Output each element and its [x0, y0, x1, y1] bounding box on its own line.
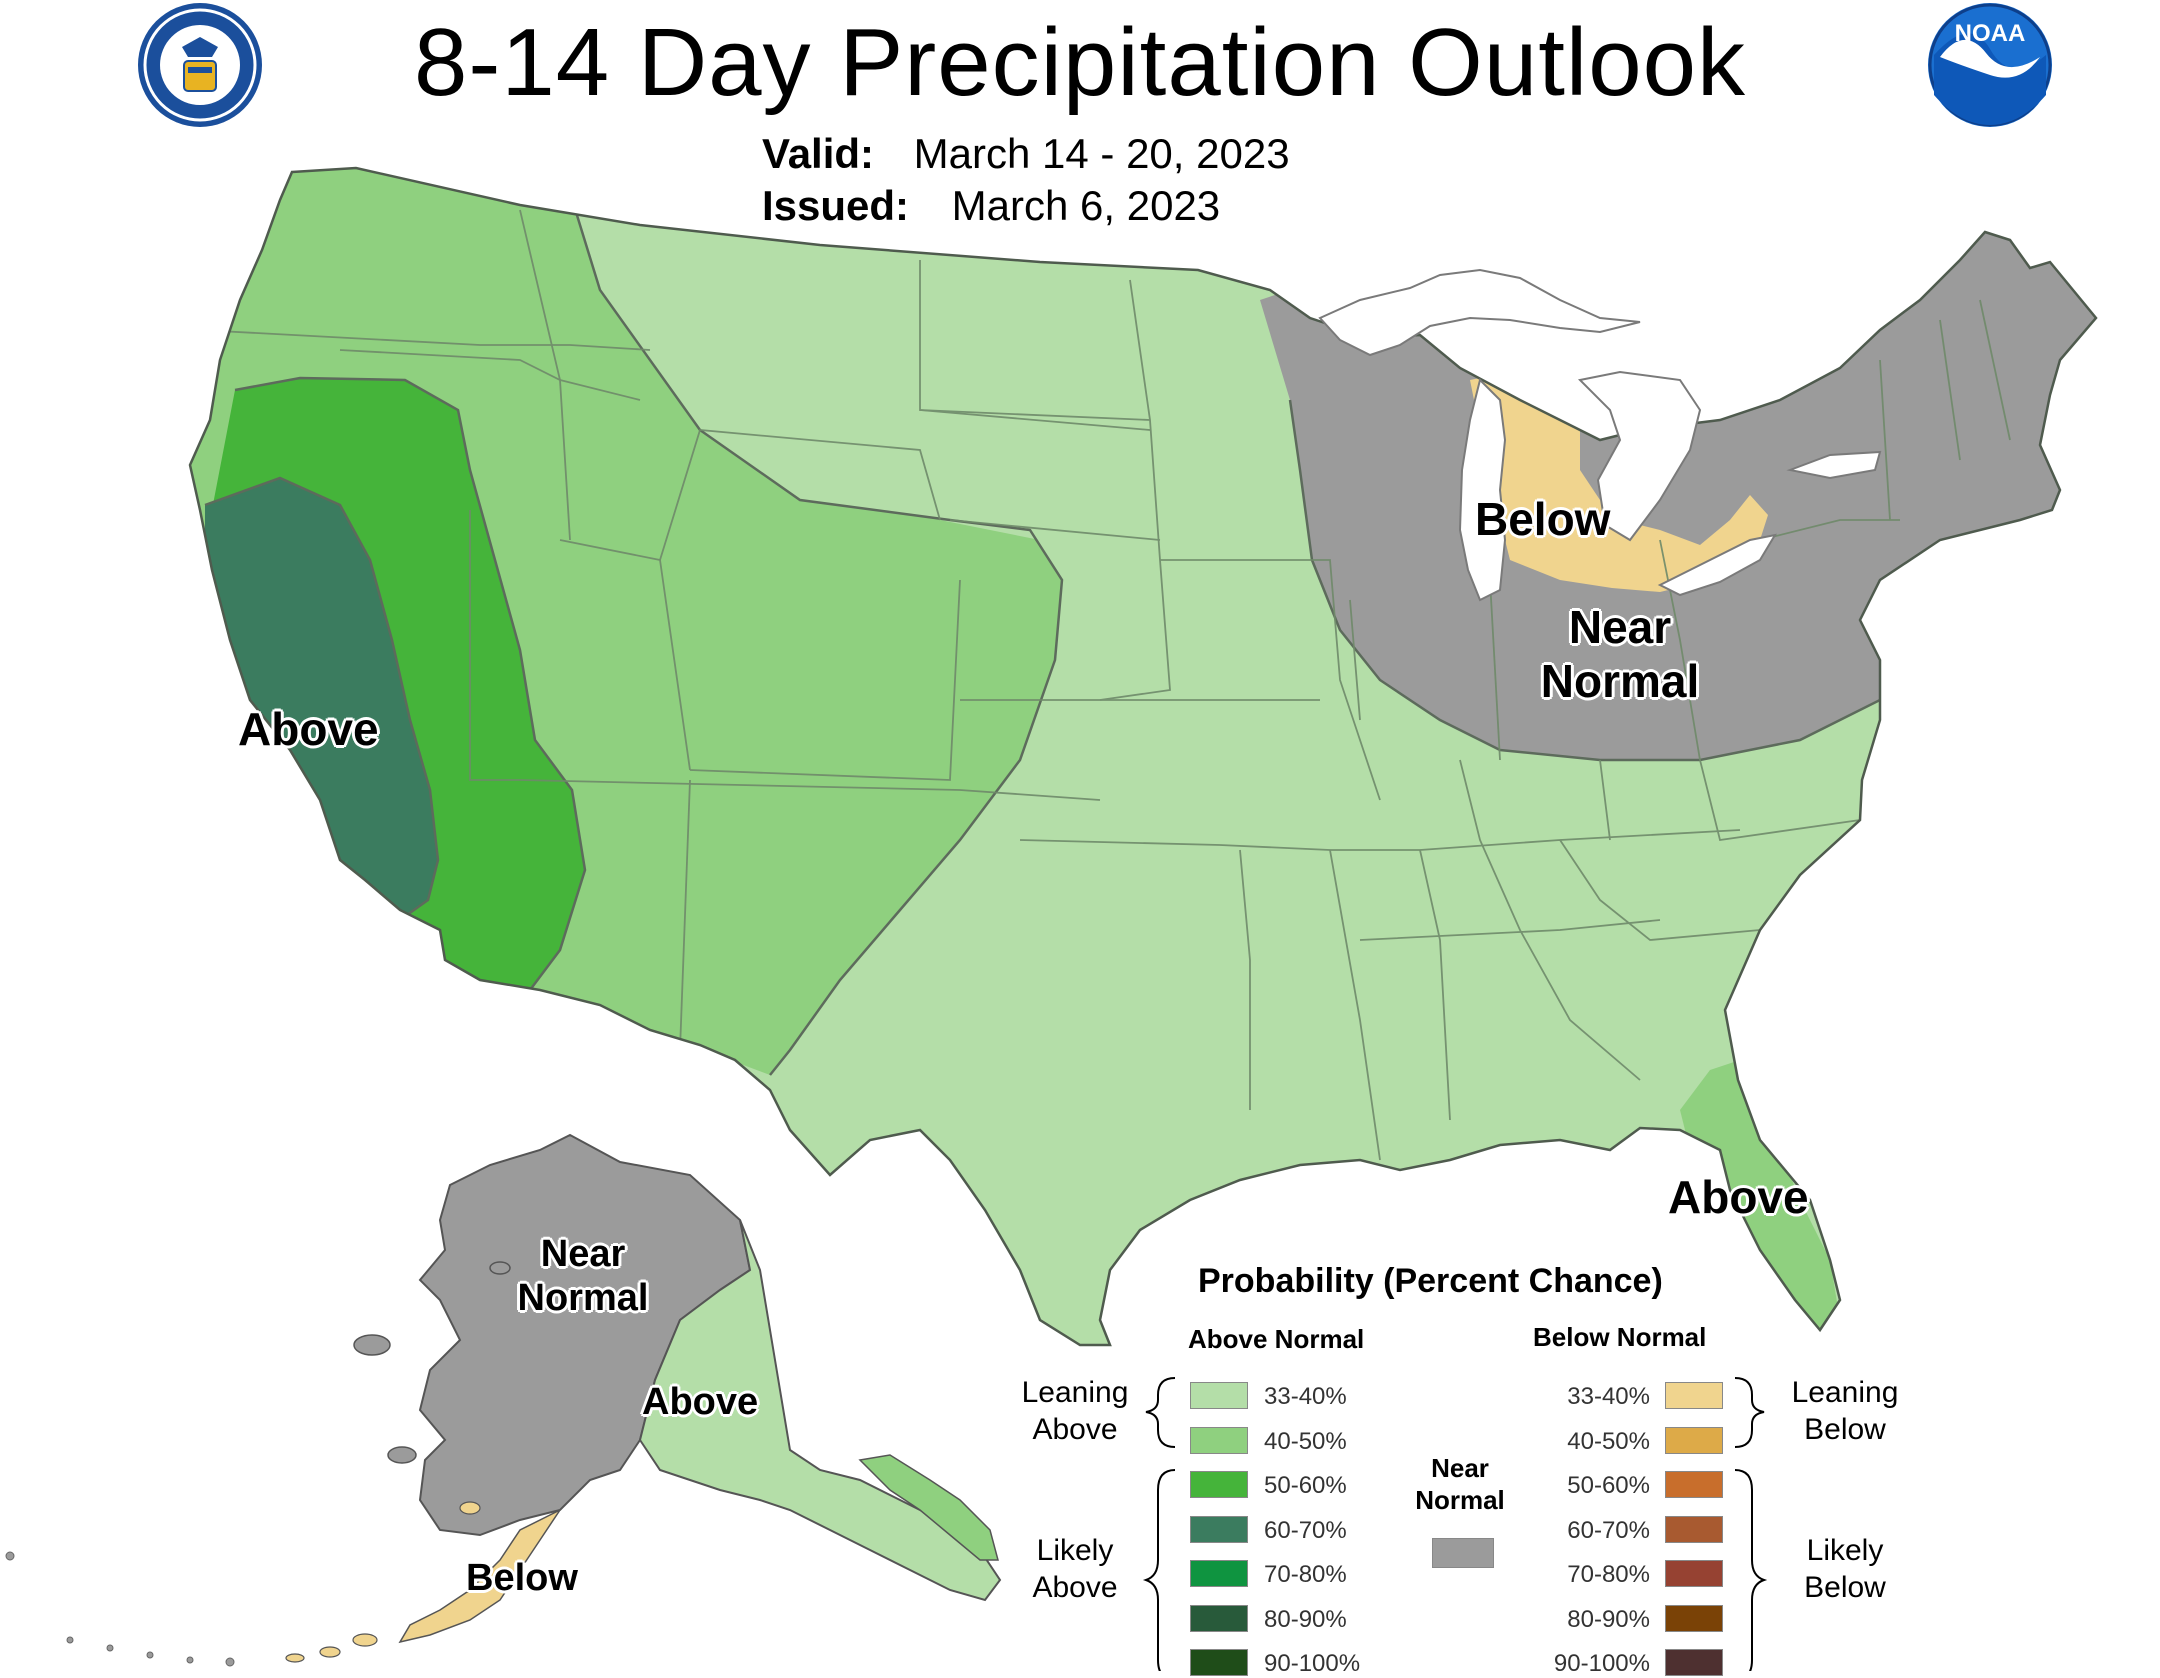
map-label-alaska-near-normal: Near Normal — [508, 1232, 658, 1320]
below-legend-range: 40-50% — [1567, 1427, 1650, 1455]
below-legend-swatch — [1665, 1471, 1723, 1498]
legend-likely-below-line1: Likely — [1806, 1534, 1884, 1567]
above-legend-range: 40-50% — [1264, 1427, 1347, 1455]
alaska-map — [5, 1133, 1002, 1667]
valid-label: Valid: — [762, 130, 875, 177]
legend-likely-below-line2: Below — [1804, 1571, 1886, 1604]
above-legend-range: 80-90% — [1264, 1605, 1347, 1633]
above-legend-range: 50-60% — [1264, 1472, 1347, 1499]
legend-leaning-below: Leaning Below — [1770, 1374, 1920, 1448]
department-of-commerce-seal-icon — [138, 3, 262, 127]
map-label-northeast-normal: Normal — [1540, 655, 1700, 707]
below-33-40-michigan-region — [1470, 372, 1768, 592]
legend-likely-above-line2: Above — [1032, 1571, 1118, 1604]
lake-ontario — [1786, 450, 1882, 480]
map-label-florida-above: Above — [1668, 1171, 1809, 1223]
legend-near-normal-line2: Normal — [1415, 1485, 1505, 1515]
above-legend-swatch — [1190, 1471, 1248, 1498]
above-legend-range: 60-70% — [1264, 1516, 1347, 1544]
below-legend-range: 90-100% — [1553, 1650, 1650, 1677]
above-legend-swatch — [1190, 1604, 1248, 1632]
date-block: Valid: March 14 - 20, 2023 Issued: March… — [762, 128, 1290, 232]
legend-near-normal-swatch — [1432, 1538, 1494, 1568]
legend-leaning-above: Leaning Above — [1000, 1374, 1150, 1448]
above-legend-range: 90-100% — [1264, 1650, 1361, 1677]
map-label-northeast-near: Near — [1568, 601, 1672, 653]
lake-erie — [1657, 533, 1778, 597]
above-legend-swatch — [1190, 1649, 1248, 1676]
below-legend-swatch — [1665, 1649, 1723, 1676]
legend-title: Probability (Percent Chance) — [1198, 1262, 1663, 1300]
below-legend-range: 80-90% — [1567, 1605, 1650, 1633]
state-borders — [199, 209, 2011, 1161]
legend-above-header: Above Normal — [1188, 1324, 1365, 1354]
issued-value: March 6, 2023 — [951, 182, 1221, 229]
below-legend-range: 33-40% — [1567, 1383, 1650, 1410]
below-legend-range: 50-60% — [1567, 1472, 1650, 1499]
legend-leaning-above-line2: Above — [1032, 1413, 1118, 1446]
legend-leaning-below-line1: Leaning — [1791, 1376, 1899, 1409]
legend-likely-below: Likely Below — [1770, 1532, 1920, 1606]
noaa-logo-text: NOAA — [1955, 20, 2026, 47]
below-legend-swatch — [1665, 1515, 1723, 1543]
valid-row: Valid: March 14 - 20, 2023 — [762, 128, 1290, 180]
map-label-west-above: Above — [238, 703, 379, 755]
legend-leaning-below-line2: Below — [1804, 1413, 1886, 1446]
map-label-northeast-near-normal: Near Normal — [1520, 600, 1720, 708]
alaska-above-region — [638, 1219, 1002, 1602]
above-40-50-florida-region — [1680, 1060, 1840, 1340]
legend-brackets — [1142, 1377, 1768, 1671]
valid-value: March 14 - 20, 2023 — [913, 130, 1290, 177]
map-label-alaska-near: Near — [540, 1233, 626, 1275]
great-lakes — [1318, 268, 1882, 602]
above-legend-swatch — [1190, 1560, 1248, 1587]
conus-map — [188, 166, 2098, 1347]
below-legend-range: 70-80% — [1567, 1561, 1650, 1588]
page-title: 8-14 Day Precipitation Outlook — [414, 9, 1746, 116]
legend-likely-above: Likely Above — [1000, 1532, 1150, 1606]
noaa-logo-icon: NOAA — [1928, 3, 2052, 127]
map-label-michigan-below: Below — [1475, 493, 1611, 545]
above-legend-range: 33-40% — [1264, 1383, 1347, 1410]
map-label-alaska-above: Above — [642, 1381, 759, 1423]
legend-near-normal-line1: Near — [1431, 1453, 1489, 1483]
above-legend-swatch — [1190, 1382, 1248, 1409]
legend-leaning-above-line1: Leaning — [1021, 1376, 1129, 1409]
below-legend-swatch — [1665, 1604, 1723, 1632]
alaska-below-region — [398, 1508, 563, 1644]
legend-near-normal: Near Normal — [1400, 1452, 1520, 1516]
issued-label: Issued: — [762, 182, 910, 229]
above-legend-swatch — [1190, 1515, 1248, 1543]
above-legend-swatch — [1190, 1426, 1248, 1454]
below-legend-swatch — [1665, 1426, 1723, 1454]
alaska-above-coast-region — [858, 1454, 999, 1561]
below-legend-swatch — [1665, 1382, 1723, 1409]
below-legend-range: 60-70% — [1567, 1516, 1650, 1544]
above-60-70-california-region — [205, 478, 438, 920]
map-label-alaska-below: Below — [466, 1557, 578, 1599]
lake-superior — [1318, 268, 1641, 357]
lake-huron — [1577, 370, 1702, 542]
lake-michigan — [1458, 378, 1507, 602]
above-legend-range: 70-80% — [1264, 1561, 1347, 1588]
issued-row: Issued: March 6, 2023 — [762, 180, 1290, 232]
below-legend-swatch — [1665, 1560, 1723, 1587]
map-label-alaska-normal: Normal — [517, 1277, 649, 1319]
legend-likely-above-line1: Likely — [1036, 1534, 1114, 1567]
legend-below-header: Below Normal — [1533, 1322, 1707, 1352]
